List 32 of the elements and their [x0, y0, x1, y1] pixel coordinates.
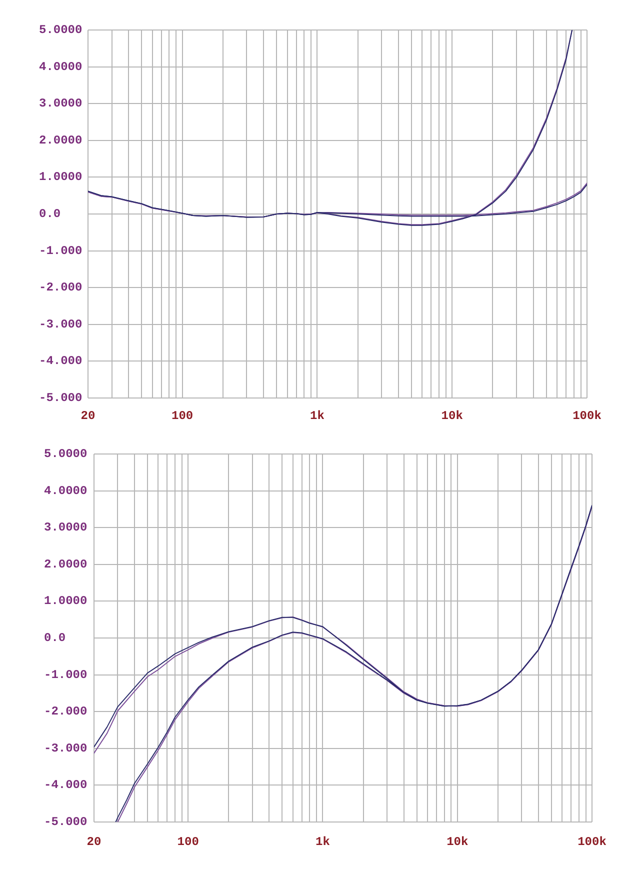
y-tick-label: -1.000: [44, 668, 88, 682]
y-tick-label: 2.0000: [44, 557, 88, 572]
y-tick-label: -2.000: [44, 704, 88, 719]
x-tick-label: 20: [80, 409, 96, 424]
y-tick-label: 3.0000: [39, 96, 82, 111]
y-tick-label: -1.000: [39, 244, 82, 258]
y-tick-label: -3.000: [39, 317, 82, 332]
x-tick-label: 100: [171, 409, 194, 424]
y-tick-label: 5.0000: [44, 447, 88, 462]
x-tick-label: 1k: [316, 835, 330, 850]
y-tick-label: -3.000: [44, 741, 88, 756]
y-tick-label: 1.0000: [44, 594, 88, 608]
x-tick-label: 10k: [446, 835, 468, 850]
x-tick-label: 100k: [578, 835, 606, 850]
y-tick-label: 4.0000: [39, 60, 82, 74]
y-tick-label: 0.0: [39, 207, 61, 222]
y-tick-label: 5.0000: [39, 23, 82, 38]
y-tick-label: -5.000: [44, 815, 88, 830]
y-tick-label: 0.0: [44, 631, 66, 646]
x-tick-label: 100k: [572, 409, 602, 424]
y-tick-label: -2.000: [39, 280, 82, 295]
y-tick-label: -5.000: [39, 391, 82, 406]
x-tick-label: 20: [86, 835, 102, 850]
x-tick-label: 100: [177, 835, 199, 850]
y-tick-label: 3.0000: [44, 520, 88, 535]
y-tick-label: -4.000: [44, 778, 88, 792]
y-tick-label: 1.0000: [39, 170, 82, 184]
y-tick-label: 4.0000: [44, 484, 88, 498]
y-tick-label: -4.000: [39, 354, 82, 368]
y-tick-label: 2.0000: [39, 133, 82, 148]
x-tick-label: 10k: [441, 409, 463, 424]
x-tick-label: 1k: [310, 409, 324, 424]
